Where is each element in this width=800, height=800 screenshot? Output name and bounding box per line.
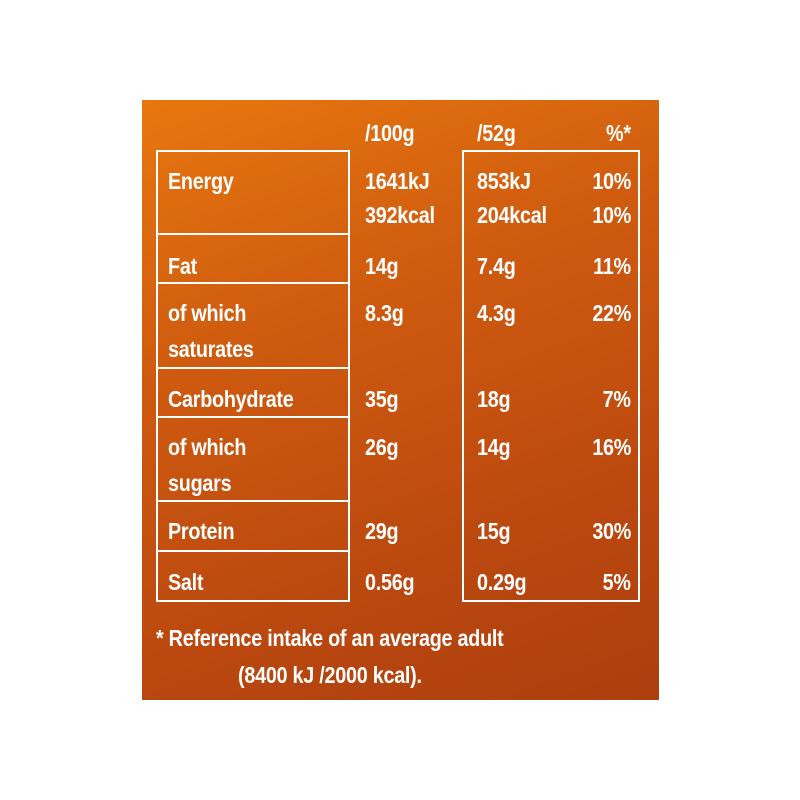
row-label-saturates-line2: saturates bbox=[168, 336, 254, 362]
row-divider bbox=[156, 416, 350, 418]
protein-ri: 30% bbox=[592, 518, 631, 544]
per-portion-column-box bbox=[462, 150, 640, 602]
protein-per-100g: 29g bbox=[365, 518, 399, 544]
sugars-per-52g: 14g bbox=[477, 434, 511, 460]
row-divider bbox=[156, 367, 350, 369]
protein-per-52g: 15g bbox=[477, 518, 511, 544]
carbohydrate-per-100g: 35g bbox=[365, 386, 399, 412]
saturates-ri: 22% bbox=[592, 300, 631, 326]
carbohydrate-per-52g: 18g bbox=[477, 386, 511, 412]
footnote-line1: * Reference intake of an average adult bbox=[156, 625, 504, 651]
row-label-sugars-line2: sugars bbox=[168, 470, 232, 496]
row-divider bbox=[156, 550, 350, 552]
salt-per-100g: 0.56g bbox=[365, 569, 415, 595]
row-label-energy: Energy bbox=[168, 168, 234, 194]
energy-ri-kj: 10% bbox=[592, 168, 631, 194]
row-label-salt: Salt bbox=[168, 569, 204, 595]
row-label-protein: Protein bbox=[168, 518, 235, 544]
row-label-carbohydrate: Carbohydrate bbox=[168, 386, 294, 412]
sugars-per-100g: 26g bbox=[365, 434, 399, 460]
label-column-box bbox=[156, 150, 350, 602]
fat-per-100g: 14g bbox=[365, 253, 399, 279]
row-divider bbox=[156, 233, 350, 235]
row-label-fat: Fat bbox=[168, 253, 197, 279]
saturates-per-100g: 8.3g bbox=[365, 300, 404, 326]
row-label-sugars-line1: of which bbox=[168, 434, 247, 460]
carbohydrate-ri: 7% bbox=[602, 386, 631, 412]
energy-per-100g-kj: 1641kJ bbox=[365, 168, 430, 194]
header-reference-intake: %* bbox=[606, 120, 631, 146]
salt-ri: 5% bbox=[602, 569, 631, 595]
nutrition-panel: /100g /52g %* Energy 1641kJ 392kcal 853k… bbox=[142, 100, 659, 700]
salt-per-52g: 0.29g bbox=[477, 569, 527, 595]
sugars-ri: 16% bbox=[592, 434, 631, 460]
energy-per-52g-kj: 853kJ bbox=[477, 168, 531, 194]
row-divider bbox=[156, 500, 350, 502]
fat-per-52g: 7.4g bbox=[477, 253, 516, 279]
header-per-52g: /52g bbox=[477, 120, 516, 146]
row-label-saturates-line1: of which bbox=[168, 300, 247, 326]
energy-ri-kcal: 10% bbox=[592, 202, 631, 228]
header-per-100g: /100g bbox=[365, 120, 415, 146]
footnote-line2: (8400 kJ /2000 kcal). bbox=[238, 662, 422, 688]
energy-per-52g-kcal: 204kcal bbox=[477, 202, 547, 228]
row-divider bbox=[156, 282, 350, 284]
fat-ri: 11% bbox=[593, 253, 631, 279]
saturates-per-52g: 4.3g bbox=[477, 300, 516, 326]
energy-per-100g-kcal: 392kcal bbox=[365, 202, 435, 228]
